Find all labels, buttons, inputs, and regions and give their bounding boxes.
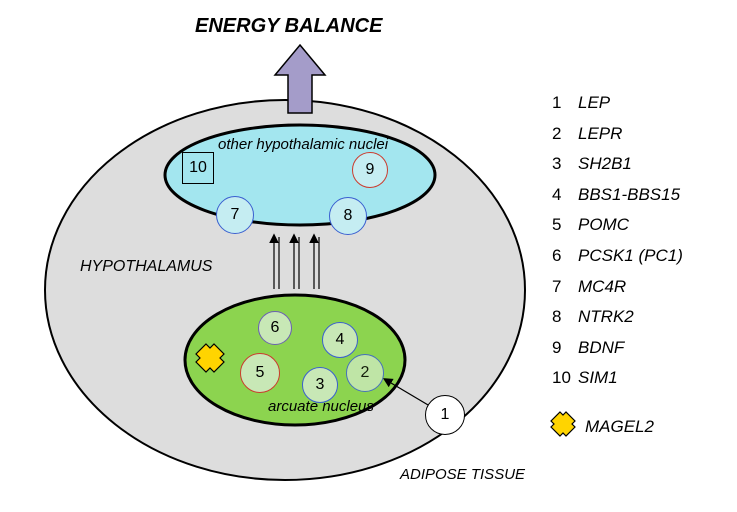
legend-row-6: 6 PCSK1 (PC1) bbox=[552, 241, 683, 272]
magel2-x-icon-legend bbox=[551, 412, 575, 436]
node-6: 6 bbox=[258, 311, 292, 345]
hypothalamus-label: HYPOTHALAMUS bbox=[80, 258, 212, 276]
legend-num: 5 bbox=[552, 210, 578, 241]
legend-num: 3 bbox=[552, 149, 578, 180]
legend-gene: SH2B1 bbox=[578, 154, 632, 173]
magel2-legend-label: MAGEL2 bbox=[585, 412, 654, 443]
upper-region-label: other hypothalamic nuclei bbox=[218, 136, 388, 153]
legend-num: 2 bbox=[552, 119, 578, 150]
legend-num: 7 bbox=[552, 272, 578, 303]
legend-row-4: 4 BBS1-BBS15 bbox=[552, 180, 683, 211]
legend-row-10: 10 SIM1 bbox=[552, 363, 683, 394]
node-1: 1 bbox=[425, 395, 465, 435]
node-2: 2 bbox=[346, 354, 384, 392]
legend-gene: POMC bbox=[578, 215, 629, 234]
node-3: 3 bbox=[302, 367, 338, 403]
legend-gene: MC4R bbox=[578, 277, 626, 296]
adipose-label: ADIPOSE TISSUE bbox=[400, 466, 525, 483]
legend-row-2: 2 LEPR bbox=[552, 119, 683, 150]
legend-row-9: 9 BDNF bbox=[552, 333, 683, 364]
legend-num: 4 bbox=[552, 180, 578, 211]
legend-num: 1 bbox=[552, 88, 578, 119]
legend-num: 6 bbox=[552, 241, 578, 272]
legend-num: 8 bbox=[552, 302, 578, 333]
legend-gene: LEPR bbox=[578, 124, 622, 143]
node-8: 8 bbox=[329, 197, 367, 235]
legend-num: 9 bbox=[552, 333, 578, 364]
node-9: 9 bbox=[352, 152, 388, 188]
node-10: 10 bbox=[182, 152, 214, 184]
title: ENERGY BALANCE bbox=[195, 15, 382, 38]
node-4: 4 bbox=[322, 322, 358, 358]
node-5: 5 bbox=[240, 353, 280, 393]
legend: 1 LEP2 LEPR3 SH2B14 BBS1-BBS155 POMC6 PC… bbox=[552, 88, 683, 394]
node-7: 7 bbox=[216, 196, 254, 234]
legend-row-8: 8 NTRK2 bbox=[552, 302, 683, 333]
legend-gene: NTRK2 bbox=[578, 307, 634, 326]
legend-row-5: 5 POMC bbox=[552, 210, 683, 241]
legend-row-3: 3 SH2B1 bbox=[552, 149, 683, 180]
legend-gene: BBS1-BBS15 bbox=[578, 185, 680, 204]
legend-gene: SIM1 bbox=[578, 368, 618, 387]
magel2-text: MAGEL2 bbox=[585, 417, 654, 436]
diagram-stage: ENERGY BALANCE HYPOTHALAMUS other hypoth… bbox=[0, 0, 737, 512]
legend-gene: BDNF bbox=[578, 338, 624, 357]
legend-gene: LEP bbox=[578, 93, 610, 112]
legend-row-1: 1 LEP bbox=[552, 88, 683, 119]
legend-row-7: 7 MC4R bbox=[552, 272, 683, 303]
legend-gene: PCSK1 (PC1) bbox=[578, 246, 683, 265]
legend-num: 10 bbox=[552, 363, 578, 394]
